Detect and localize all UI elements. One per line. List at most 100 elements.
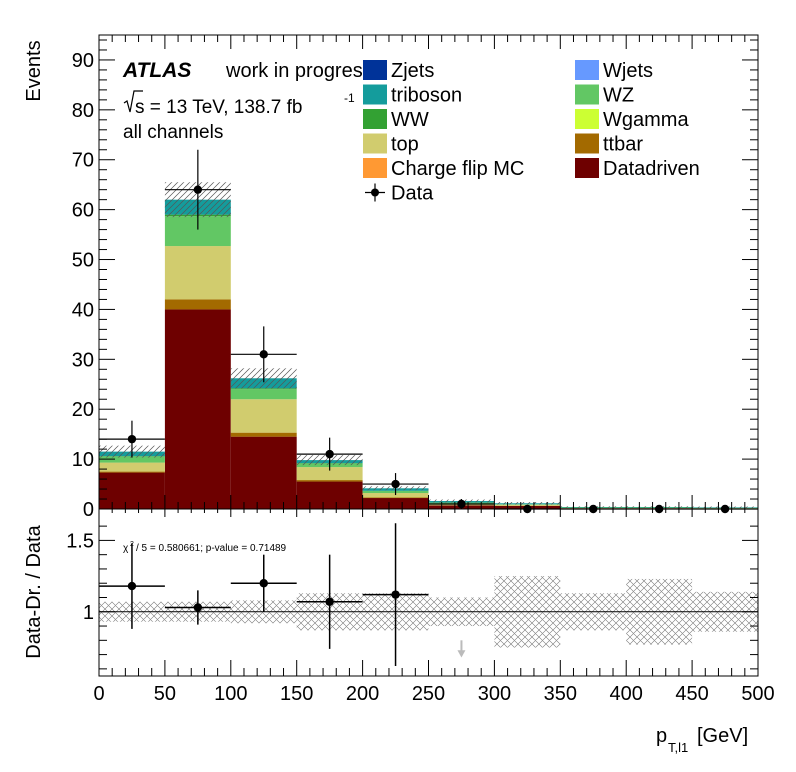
legend-swatch	[575, 158, 599, 178]
legend-label: WW	[391, 109, 429, 131]
bar-wz-0	[99, 456, 165, 463]
xtick-label-150: 150	[280, 683, 313, 705]
bar-ttbar-3	[296, 480, 363, 482]
data-point-2	[230, 326, 297, 383]
bar-top-1	[164, 246, 231, 300]
status-label: work in progress	[225, 60, 373, 82]
legend-swatch	[363, 133, 387, 154]
atlas-label: ATLAS	[122, 59, 191, 82]
xtick-label-50: 50	[154, 683, 176, 705]
x-label-main: p	[656, 725, 667, 747]
ratio-ytick-label-1.5: 1.5	[66, 530, 94, 552]
stacked-histogram	[99, 199, 758, 509]
legend-item-top: top	[363, 133, 419, 156]
legend-item-ww: WW	[363, 109, 429, 131]
bar-ttbar-2	[230, 432, 297, 437]
legend-swatch	[575, 84, 599, 105]
legend-swatch	[363, 60, 387, 80]
xtick-label-450: 450	[675, 683, 708, 705]
legend-label: Data	[391, 183, 434, 205]
legend-label: ttbar	[603, 134, 643, 156]
bar-wz-2	[230, 389, 297, 400]
legend-label: Datadriven	[603, 158, 700, 180]
ratio-ytick-label-1: 1	[83, 602, 94, 624]
main-ytick-label-20: 20	[72, 399, 94, 421]
bar-datadriven-1	[164, 309, 231, 509]
xtick-label-500: 500	[741, 683, 774, 705]
x-axis-title: p T,l1 [GeV]	[656, 725, 748, 755]
energy-text: s = 13 TeV, 138.7 fb	[135, 97, 302, 118]
ratio-y-label: Data-Dr. / Data	[23, 524, 45, 658]
main-ytick-label-70: 70	[72, 150, 94, 172]
ratio-point-1	[164, 590, 231, 625]
bar-top-4	[362, 493, 429, 498]
legend-swatch	[575, 60, 599, 80]
bar-ww-2	[230, 388, 297, 390]
fit-result-text: / 5 = 0.580661; p-value = 0.71489	[136, 543, 287, 554]
xtick-label-200: 200	[346, 683, 379, 705]
main-ytick-label-60: 60	[72, 200, 94, 222]
main-ytick-label-40: 40	[72, 299, 94, 321]
ratio-panel: 11.5 0 50 100 150 200 250 300 350 400 450 500 Data…	[23, 508, 775, 755]
legend-item-data: Data	[365, 183, 434, 205]
legend-swatch	[575, 133, 599, 154]
bar-ttbar-0	[99, 471, 165, 473]
main-ytick-label-50: 50	[72, 250, 94, 272]
legend-swatch	[363, 158, 387, 178]
ratio-points	[99, 523, 466, 667]
legend-label: triboson	[391, 85, 462, 107]
legend-label: Charge flip MC	[391, 158, 524, 180]
xtick-label-350: 350	[544, 683, 577, 705]
bar-datadriven-0	[99, 472, 165, 509]
bar-top-2	[230, 399, 297, 433]
chi-superscript: 2	[130, 541, 134, 548]
energy-label: s = 13 TeV, 138.7 fb -1	[123, 90, 355, 118]
offscale-arrow-icon	[457, 640, 466, 658]
legend-swatch	[575, 109, 599, 129]
legend-label: Wgamma	[603, 109, 689, 131]
main-y-axis: 0 10 20 30 40 50 60 70 80 90	[72, 39, 758, 521]
main-y-label: Events	[23, 40, 45, 101]
bar-top-3	[296, 467, 363, 481]
ratio-point-4	[362, 523, 429, 667]
legend-swatch	[363, 84, 387, 105]
ratio-x-axis: 0 50 100 150 200 250 300 350 400 450 500	[93, 509, 775, 705]
region-label: all channels	[123, 122, 223, 143]
legend-item-wjets: Wjets	[575, 60, 653, 82]
ratio-y-axis: 11.5	[66, 525, 758, 670]
main-ytick-label-0: 0	[83, 499, 94, 521]
data-point-5	[428, 499, 495, 509]
xtick-label-250: 250	[412, 683, 445, 705]
legend-swatch	[363, 109, 387, 129]
main-ytick-label-80: 80	[72, 100, 94, 122]
legend-item-triboson: triboson	[363, 84, 462, 107]
xtick-label-0: 0	[93, 683, 104, 705]
data-point-1	[164, 149, 231, 230]
data-point-3	[296, 437, 363, 471]
chi-symbol: χ	[123, 543, 129, 554]
legend-item-charge-flip-mc: Charge flip MC	[363, 158, 524, 180]
sqrt-symbol	[123, 90, 143, 113]
bar-datadriven-3	[296, 481, 363, 509]
xtick-label-100: 100	[214, 683, 247, 705]
bar-top-0	[99, 462, 165, 472]
main-x-ticks	[98, 35, 759, 509]
legend-label: WZ	[603, 85, 634, 107]
legend-item-wz: WZ	[575, 84, 634, 107]
energy-superscript: -1	[344, 91, 355, 105]
data-point-0	[99, 420, 165, 458]
xtick-label-300: 300	[478, 683, 511, 705]
x-label-subscript: T,l1	[668, 740, 688, 755]
main-panel: 0 10 20 30 40 50 60 70 80 90 Events ATLAS work in…	[23, 34, 759, 521]
x-label-unit: [GeV]	[697, 725, 748, 747]
main-ytick-label-30: 30	[72, 349, 94, 371]
legend-item-zjets: Zjets	[363, 60, 434, 82]
ratio-point-3	[296, 554, 363, 649]
legend-item-ttbar: ttbar	[575, 133, 643, 156]
ratio-point-2	[230, 554, 297, 612]
ratio-point-0	[99, 543, 165, 629]
legend: Zjets Wjets triboson WZ WW Wgamma top ttbar Char…	[363, 60, 700, 205]
main-ytick-label-10: 10	[72, 449, 94, 471]
data-point-4	[362, 473, 429, 496]
